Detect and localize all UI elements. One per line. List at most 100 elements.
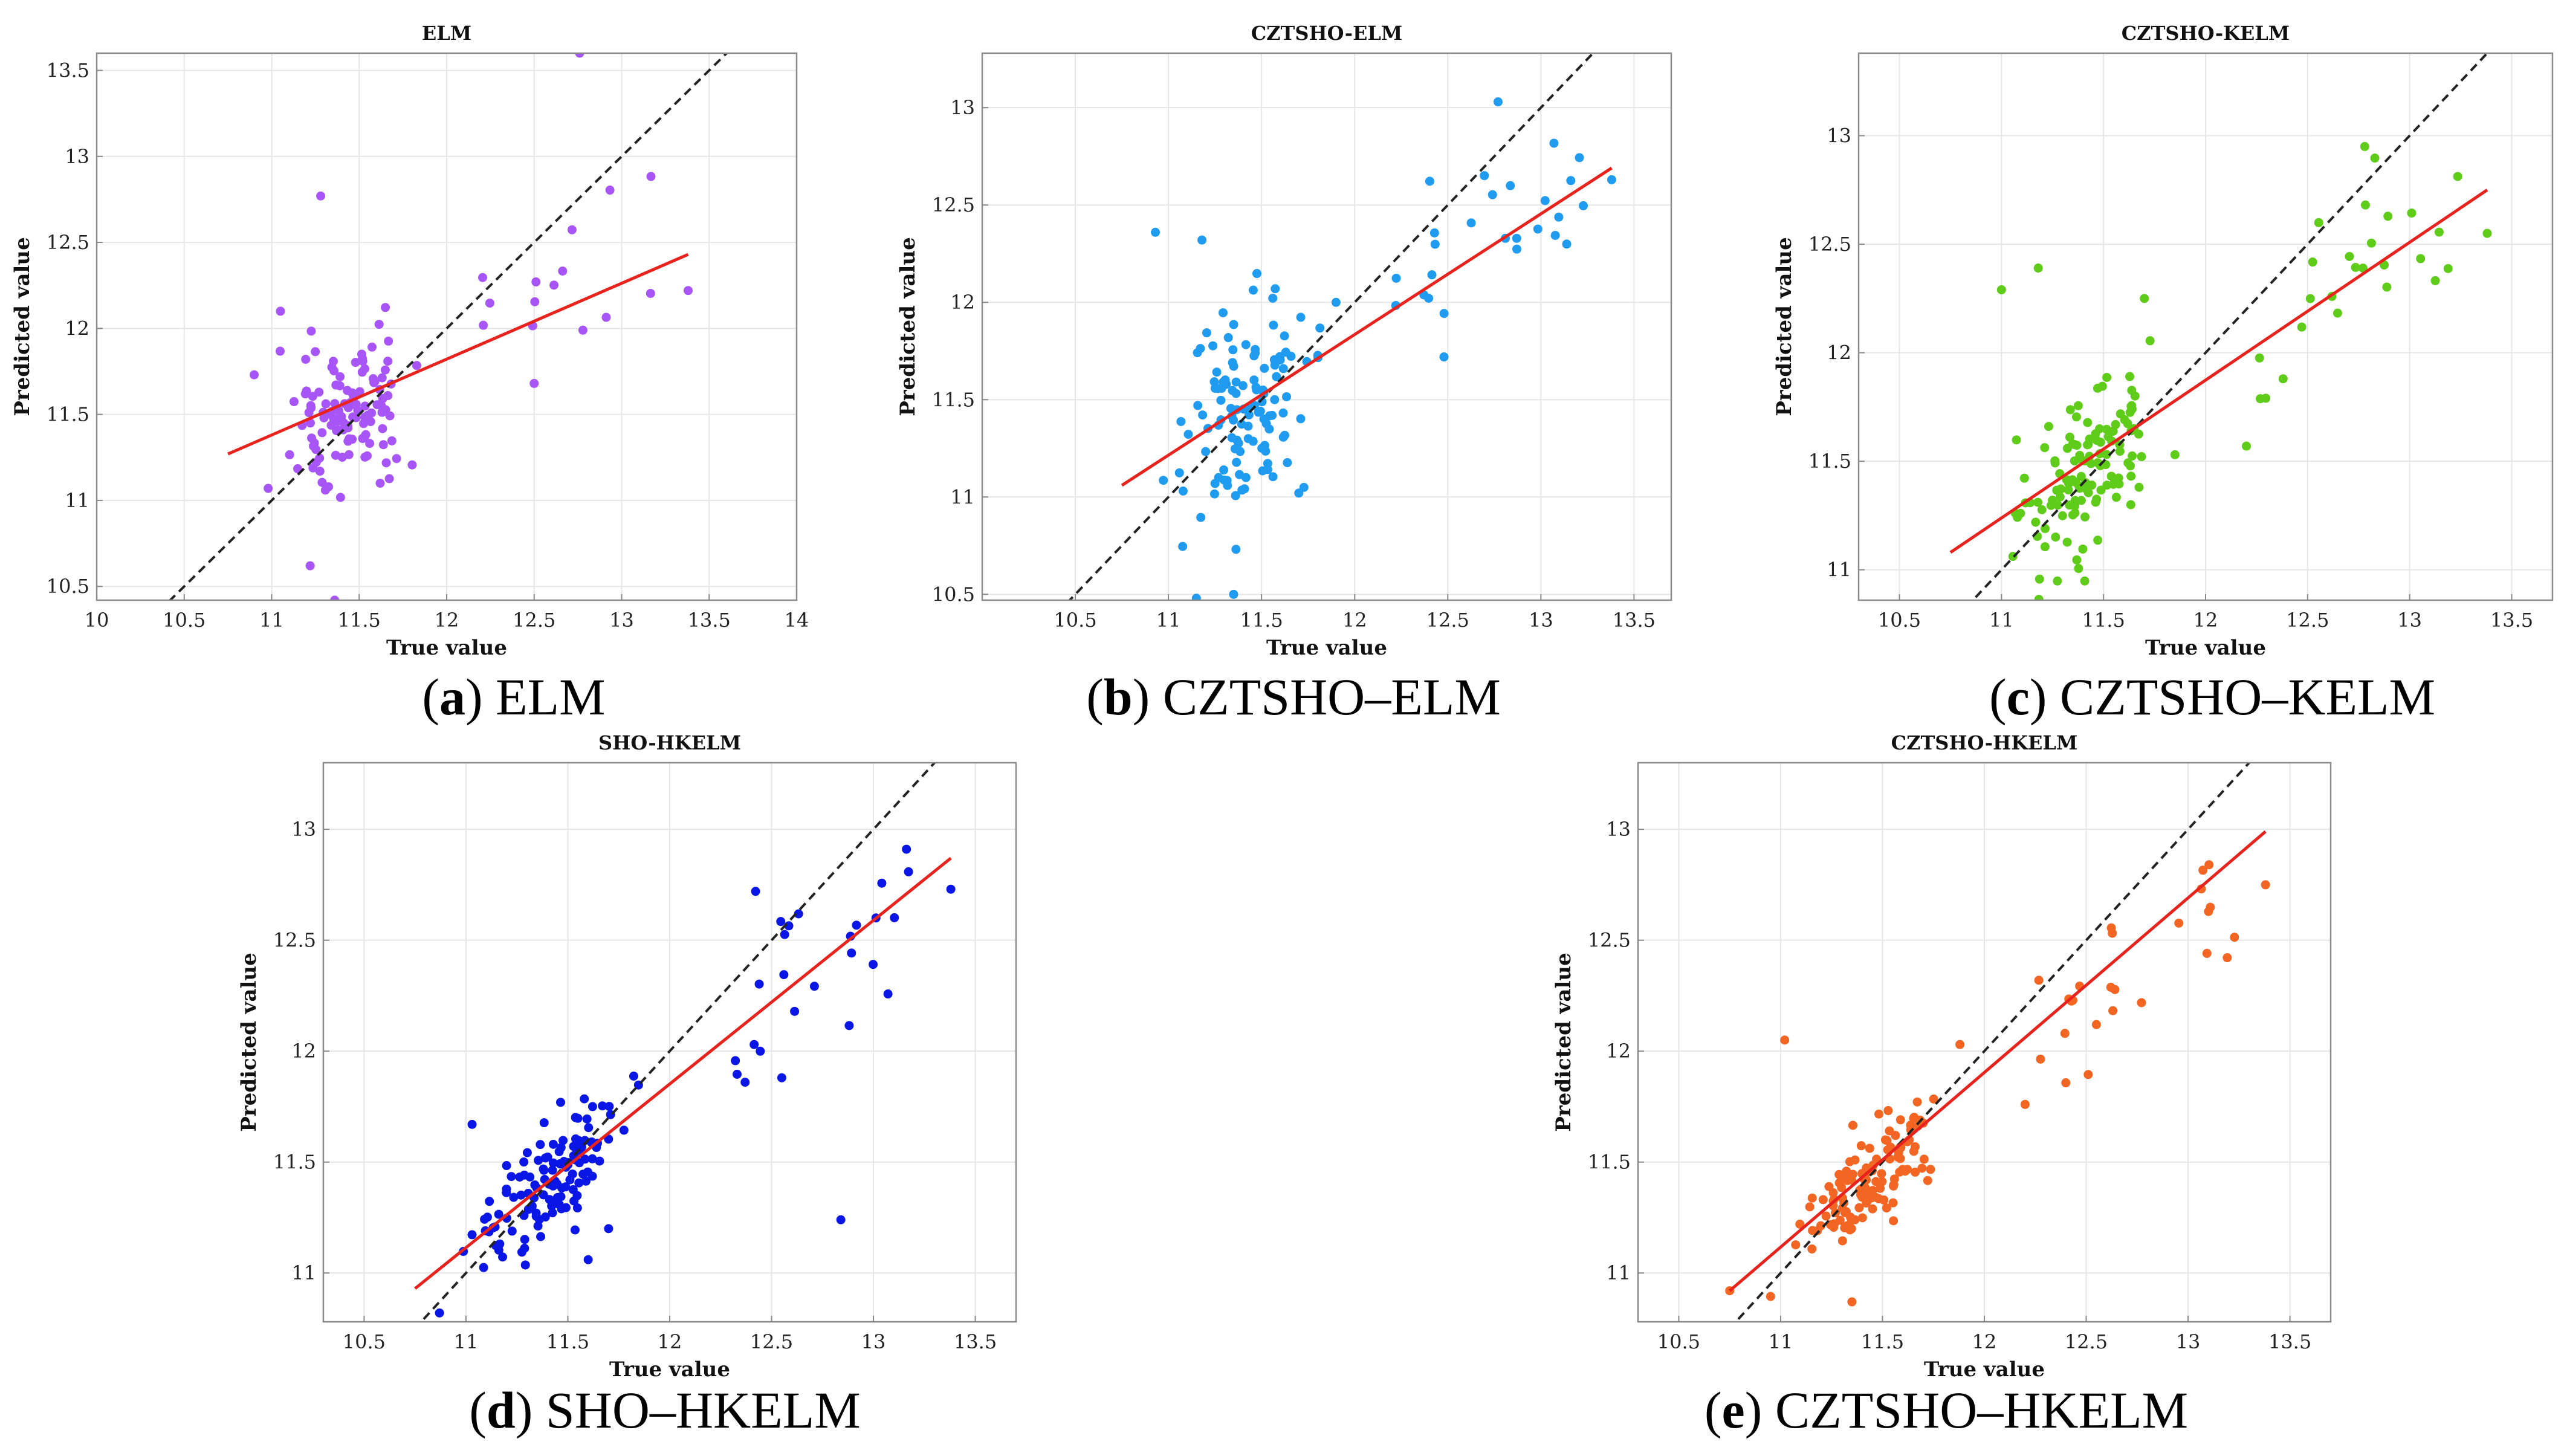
data-point [605, 186, 615, 195]
data-point [1331, 297, 1341, 307]
data-point [332, 416, 342, 426]
data-point [844, 1021, 854, 1031]
data-point [358, 357, 367, 366]
data-point [1488, 190, 1497, 199]
data-point [567, 225, 577, 235]
data-point [1209, 489, 1219, 499]
data-point [1856, 1141, 1866, 1151]
data-point [1210, 384, 1220, 393]
data-point [1208, 341, 1218, 351]
data-point [1201, 447, 1211, 456]
data-point [1865, 1144, 1874, 1153]
data-point [351, 358, 360, 367]
data-point [1281, 348, 1290, 357]
data-point [1232, 435, 1242, 445]
data-point [2033, 497, 2043, 507]
data-point [2222, 953, 2232, 963]
data-point [809, 982, 819, 991]
data-point [2430, 276, 2440, 285]
data-point [305, 561, 315, 571]
data-point [549, 280, 559, 290]
data-point [2198, 866, 2208, 875]
data-point [317, 477, 327, 487]
data-point [836, 1215, 846, 1225]
y-tick-label: 12 [291, 1040, 316, 1063]
x-axis-label: True value [609, 1357, 730, 1382]
data-point [574, 1178, 584, 1188]
data-point [2102, 372, 2112, 382]
data-point [1575, 153, 1584, 163]
data-point [531, 1211, 541, 1221]
data-point [1294, 488, 1304, 498]
data-point [571, 1113, 580, 1122]
data-point [731, 1056, 740, 1066]
data-point [1837, 1203, 1847, 1213]
data-point [1219, 465, 1229, 475]
data-point [2127, 404, 2137, 414]
data-point [1159, 476, 1168, 485]
y-tick-label: 11 [1827, 558, 1851, 581]
data-point [598, 1101, 607, 1111]
data-point [2204, 907, 2213, 916]
data-point [2125, 372, 2135, 381]
data-point [536, 1140, 545, 1150]
data-point [780, 930, 789, 939]
fit-line [1949, 189, 2488, 554]
data-point [1895, 1115, 1905, 1125]
data-point [2128, 451, 2137, 461]
data-point [360, 452, 370, 462]
data-point [2102, 424, 2111, 434]
y-tick-label: 12.5 [273, 929, 316, 952]
data-point [1829, 1223, 1839, 1232]
chart-3: 10.5 11 11.5 12 12.5 13 13.5 11 11.5 12 12.5 13 CZTS… [1772, 22, 2554, 660]
x-tick-label: 13.5 [954, 1330, 997, 1353]
data-point [619, 1125, 629, 1135]
data-point [1791, 1240, 1801, 1250]
data-point [1280, 331, 1289, 341]
plot-area [982, 53, 1671, 600]
data-point [1259, 414, 1269, 424]
data-point [1888, 1198, 1898, 1208]
data-point [2204, 860, 2214, 870]
data-point [1430, 239, 1440, 249]
data-point [1807, 1244, 1817, 1254]
data-point [1202, 328, 1211, 338]
data-point [1506, 181, 1515, 190]
data-point [485, 1197, 494, 1206]
data-point [582, 1114, 592, 1124]
chart-4: 10.5 11 11.5 12 12.5 13 13.5 11 11.5 12 12.5 13 SHO-… [237, 731, 1017, 1382]
x-tick-label: 12.5 [750, 1330, 793, 1353]
x-tick-label: 13 [2176, 1330, 2201, 1353]
data-point [2115, 447, 2125, 456]
data-point [367, 342, 377, 352]
data-point [539, 1118, 549, 1128]
data-point [302, 386, 311, 396]
data-point [1214, 473, 1223, 482]
fit-line [227, 253, 689, 456]
data-point [1196, 344, 1205, 354]
y-tick-label: 10.5 [47, 575, 89, 598]
data-point [2261, 880, 2270, 890]
chart-title: CZTSHO-ELM [1251, 22, 1403, 45]
data-point [1813, 1226, 1822, 1235]
data-point [2140, 294, 2149, 303]
data-point [2145, 336, 2155, 346]
data-point [1818, 1195, 1828, 1205]
data-point [2083, 418, 2093, 427]
data-point [1929, 1094, 1938, 1104]
data-point [360, 412, 370, 422]
data-point [1562, 239, 1572, 249]
data-point [790, 1006, 800, 1016]
chart-2: 10.5 11 11.5 12 12.5 13 13.5 10.5 11 11.5 12 12.5 13… [896, 22, 1672, 660]
data-point [1270, 395, 1280, 404]
data-point [381, 458, 391, 468]
data-point [1883, 1106, 1893, 1116]
data-point [372, 400, 382, 410]
data-point [2057, 511, 2067, 520]
data-point [540, 1212, 550, 1222]
data-point [1176, 416, 1186, 426]
data-point [1178, 542, 1188, 551]
data-point [1254, 407, 1263, 417]
x-tick-label: 10.5 [1054, 609, 1096, 632]
